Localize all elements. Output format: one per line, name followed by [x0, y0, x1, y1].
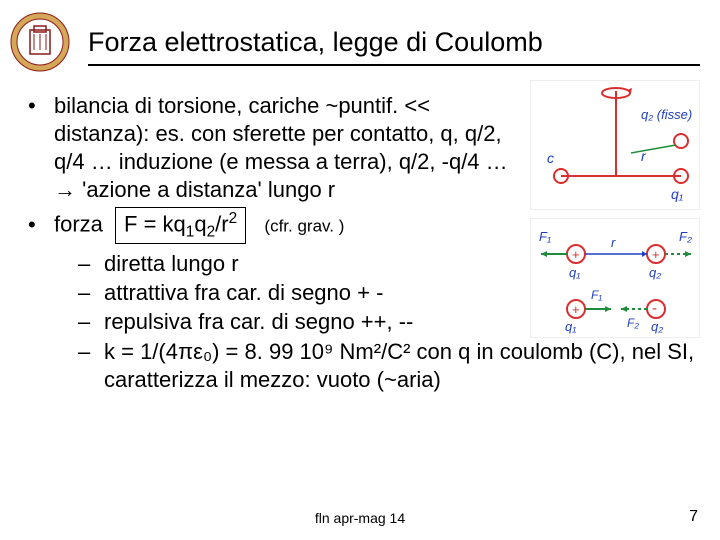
svg-text:+: + [652, 247, 660, 262]
university-seal-logo [10, 12, 70, 72]
dash-marker: – [78, 308, 104, 336]
svg-text:q₁: q₁ [671, 186, 684, 202]
bullet-marker: • [28, 92, 54, 205]
svg-text:c: c [547, 150, 554, 166]
dash-marker: – [78, 250, 104, 278]
svg-text:q₂: q₂ [651, 319, 663, 334]
svg-text:+: + [572, 247, 580, 262]
cfr-note: (cfr. grav. ) [264, 216, 344, 235]
svg-text:F₁: F₁ [591, 288, 602, 302]
list-item: – k = 1/(4πε₀) = 8. 99 10⁹ Nm²/C² con q … [78, 338, 700, 394]
bullet-marker: • [28, 211, 54, 239]
svg-text:F₂: F₂ [627, 316, 639, 330]
slide-footer: fln apr-mag 14 [0, 510, 720, 526]
svg-text:q₂ (fisse): q₂ (fisse) [641, 107, 692, 122]
page-number: 7 [689, 508, 698, 526]
svg-text:F₂: F₂ [679, 229, 692, 244]
svg-text:q₁: q₁ [565, 319, 576, 334]
dash-marker: – [78, 338, 104, 394]
forza-label: forza [54, 211, 103, 236]
svg-text:F₁: F₁ [539, 229, 551, 244]
svg-text:-: - [652, 300, 657, 317]
force-pairs-diagram: + + F₁ F₂ q₁ q₂ r + - F₁ F₂ q₁ q₂ [530, 218, 700, 338]
slide-header: Forza elettrostatica, legge di Coulomb [0, 0, 720, 76]
bullet-text: bilancia di torsione, cariche ~puntif. <… [54, 92, 508, 205]
svg-text:q₂: q₂ [649, 265, 661, 280]
svg-text:+: + [572, 302, 580, 317]
svg-text:q₁: q₁ [569, 265, 580, 280]
title-container: Forza elettrostatica, legge di Coulomb [88, 19, 710, 66]
bullet-item: • bilancia di torsione, cariche ~puntif.… [28, 92, 508, 205]
svg-text:r: r [611, 235, 616, 250]
slide-title: Forza elettrostatica, legge di Coulomb [88, 27, 700, 66]
dash-text: k = 1/(4πε₀) = 8. 99 10⁹ Nm²/C² con q in… [104, 338, 700, 394]
coulomb-formula: F = kq1q2/r2 [115, 207, 246, 244]
dash-marker: – [78, 279, 104, 307]
torsion-balance-diagram: c r q₁ q₂ (fisse) [530, 80, 700, 210]
